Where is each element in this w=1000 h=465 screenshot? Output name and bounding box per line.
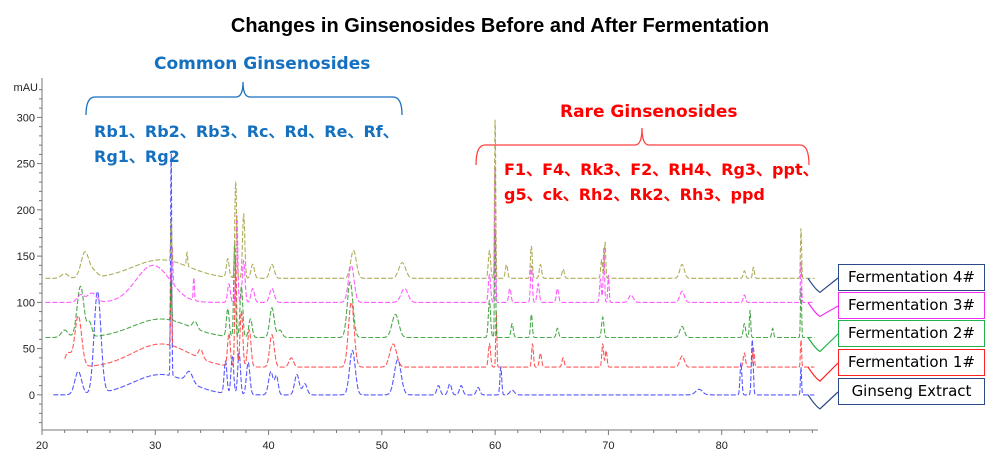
- x-tick-label: 30: [149, 440, 161, 452]
- legend-connector: [807, 277, 839, 294]
- trace-fermentation-3: [45, 166, 815, 303]
- legend-fermentation-2: Fermentation 2#: [838, 320, 985, 347]
- x-tick-label: 60: [489, 440, 501, 452]
- traces: [45, 119, 815, 396]
- common-group-title: Common Ginsenosides: [154, 54, 371, 74]
- y-axis-label: mAU: [14, 82, 39, 94]
- trace-ginseng-extract: [53, 153, 815, 396]
- y-tick-label: 150: [17, 251, 35, 263]
- y-tick-label: 100: [17, 297, 35, 309]
- trace-fermentation-4: [45, 119, 815, 279]
- x-tick-label: 80: [716, 440, 728, 452]
- x-tick-label: 20: [36, 440, 48, 452]
- y-tick-label: 0: [29, 390, 35, 402]
- y-tick-label: 250: [17, 159, 35, 171]
- y-tick-label: 50: [23, 344, 35, 356]
- legend-ginseng-extract: Ginseng Extract: [838, 378, 985, 405]
- common-list-line2: Rg1、Rg2: [94, 147, 180, 166]
- rare-ginsenoside-list: F1、F4、Rk3、F2、RH4、Rg3、ppt、 g5、ck、Rh2、Rk2、…: [504, 157, 819, 207]
- chart-title: Changes in Ginsenosides Before and After…: [230, 15, 770, 37]
- y-tick-label: 300: [17, 112, 35, 124]
- trace-fermentation-1: [64, 256, 815, 368]
- legend-connector: [807, 333, 839, 353]
- y-tick-label: 200: [17, 205, 35, 217]
- x-tick-label: 70: [602, 440, 614, 452]
- common-ginsenoside-list: Rb1、Rb2、Rb3、Rc、Rd、Re、Rf、 Rg1、Rg2: [94, 119, 399, 169]
- common-list-line1: Rb1、Rb2、Rb3、Rc、Rd、Re、Rf、: [94, 122, 399, 141]
- legend-fermentation-4: Fermentation 4#: [838, 264, 985, 291]
- legend-connector: [807, 391, 839, 410]
- x-tick-label: 40: [262, 440, 274, 452]
- legend-fermentation-1: Fermentation 1#: [838, 349, 985, 376]
- x-tick-label: 50: [376, 440, 388, 452]
- rare-list-line2: g5、ck、Rh2、Rk2、Rh3、ppd: [504, 185, 765, 204]
- rare-brace: [475, 127, 810, 166]
- axes: mAU 0 50 100 150 200 250 300 20 30 40 50 60 70 80: [14, 78, 818, 452]
- legend-connector: [807, 302, 839, 318]
- rare-group-title: Rare Ginsenosides: [560, 102, 738, 122]
- rare-list-line1: F1、F4、Rk3、F2、RH4、Rg3、ppt、: [504, 160, 819, 179]
- trace-fermentation-2: [45, 228, 815, 339]
- legend-fermentation-3: Fermentation 3#: [838, 292, 985, 319]
- legend-connector: [807, 362, 839, 382]
- common-brace: [85, 81, 403, 116]
- legend-connectors: [807, 277, 839, 410]
